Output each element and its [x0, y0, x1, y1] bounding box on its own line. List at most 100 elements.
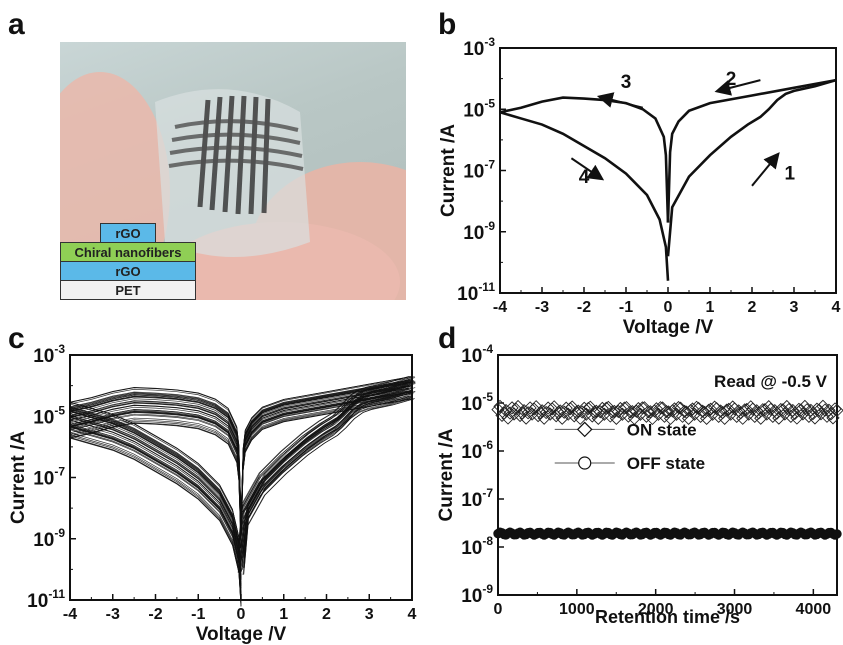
on-state-point	[691, 401, 706, 416]
on-state-point	[762, 400, 776, 414]
on-state-point	[746, 402, 760, 416]
sweep-number-3: 3	[621, 72, 632, 93]
iv-cycle-curve	[69, 415, 242, 585]
x-tick-label: -4	[63, 606, 77, 623]
sweep-arrow-2	[714, 79, 761, 96]
on-state-point	[499, 403, 513, 418]
on-state-point	[641, 405, 656, 419]
iv-cycle-curve	[237, 381, 409, 559]
iv-cycle-curve	[69, 387, 242, 513]
on-state-point	[613, 401, 627, 416]
on-state-point	[736, 411, 750, 425]
on-state-point	[728, 402, 742, 416]
iv-cycle-curve	[69, 405, 242, 531]
y-tick-label: 10-8	[461, 534, 493, 559]
on-state-point	[589, 404, 603, 418]
on-state-point	[607, 404, 621, 419]
on-state-point	[695, 404, 710, 418]
on-state-point	[645, 411, 660, 426]
iv-cycle-curve	[69, 425, 242, 595]
on-state-point	[539, 405, 553, 420]
iv-cycle-curve	[69, 421, 242, 591]
y-tick-label: 10-5	[463, 96, 495, 121]
on-state-point	[740, 402, 754, 417]
on-state-point	[503, 406, 517, 420]
on-state-point	[609, 411, 623, 426]
y-tick-label: 10-9	[33, 526, 65, 551]
legend-on-label: ON state	[627, 420, 697, 439]
on-state-point	[710, 402, 724, 416]
y-tick-label: 10-9	[461, 582, 493, 607]
x-tick-label: 1	[706, 299, 715, 316]
iv-cycle-curve	[69, 423, 242, 593]
on-state-point	[583, 400, 597, 414]
x-tick-label: -1	[619, 299, 633, 316]
layer-bottom-rgo: rGO	[60, 261, 196, 281]
sweep-number-4: 4	[579, 167, 590, 188]
on-state-point	[671, 400, 686, 415]
y-tick-label: 10-5	[33, 403, 65, 428]
x-tick-label: 1000	[559, 601, 595, 618]
x-tick-label: 3	[365, 606, 374, 623]
on-state-point	[780, 399, 794, 414]
iv-cycle-curve	[237, 387, 409, 564]
on-state-point	[659, 404, 674, 419]
iv-cycle-curve	[69, 432, 242, 602]
iv-cycle-curve	[69, 413, 242, 582]
iv-cycle-curve	[69, 396, 242, 522]
iv-cycle-curve	[242, 393, 414, 570]
on-state-point	[718, 411, 732, 425]
iv-cycle-curve	[240, 376, 413, 519]
x-tick-label: 2	[748, 299, 757, 316]
iv-cycle-curve	[237, 376, 409, 553]
on-state-point	[501, 411, 515, 425]
on-state-point	[679, 405, 694, 419]
legend-off-marker	[578, 456, 592, 470]
off-state-point	[832, 529, 842, 539]
on-state-point	[519, 411, 533, 425]
on-state-point	[828, 402, 842, 416]
on-state-point	[703, 402, 718, 416]
iv-cycle-curve	[240, 387, 413, 531]
iv-cycle-curve	[69, 401, 242, 571]
on-state-point	[643, 405, 658, 419]
on-state-point	[559, 401, 573, 415]
y-tick-label: 10-11	[457, 280, 495, 305]
on-state-point	[631, 401, 646, 416]
y-axis-label: Current /A	[8, 431, 29, 524]
on-state-point	[557, 405, 571, 419]
iv-cycle-curve	[69, 435, 242, 605]
on-state-point	[794, 403, 808, 417]
on-state-point	[685, 402, 700, 416]
on-state-point	[575, 405, 589, 419]
on-state-point	[677, 404, 692, 419]
x-tick-label: -2	[577, 299, 591, 316]
on-state-point	[623, 405, 638, 419]
iv-sweep-4	[499, 111, 670, 281]
on-state-point	[758, 403, 772, 417]
sweep-arrow-3	[596, 92, 644, 109]
iv-cycle-curve	[240, 385, 413, 562]
on-state-point	[818, 403, 832, 417]
on-state-point	[649, 402, 664, 416]
on-state-point	[697, 405, 712, 420]
sweep-number-1: 1	[785, 164, 796, 185]
y-tick-label: 10-7	[33, 465, 65, 490]
y-tick-label: 10-3	[463, 35, 495, 60]
on-state-point	[816, 399, 830, 413]
on-state-point	[523, 401, 537, 415]
iv-cycle-curve	[244, 382, 416, 559]
iv-sweep-1	[666, 78, 837, 257]
iv-cycle-curve	[243, 391, 416, 568]
x-tick-label: -1	[191, 606, 205, 623]
on-state-point	[541, 401, 555, 415]
sweep-arrow-1	[751, 152, 780, 187]
iv-cycle-curve	[240, 392, 413, 536]
on-state-point	[509, 402, 523, 416]
on-state-point	[824, 407, 838, 421]
plot-frame-d	[497, 354, 838, 596]
on-state-point	[663, 411, 678, 426]
on-state-point	[812, 403, 826, 417]
on-state-point	[734, 406, 748, 420]
on-state-point	[625, 404, 640, 419]
